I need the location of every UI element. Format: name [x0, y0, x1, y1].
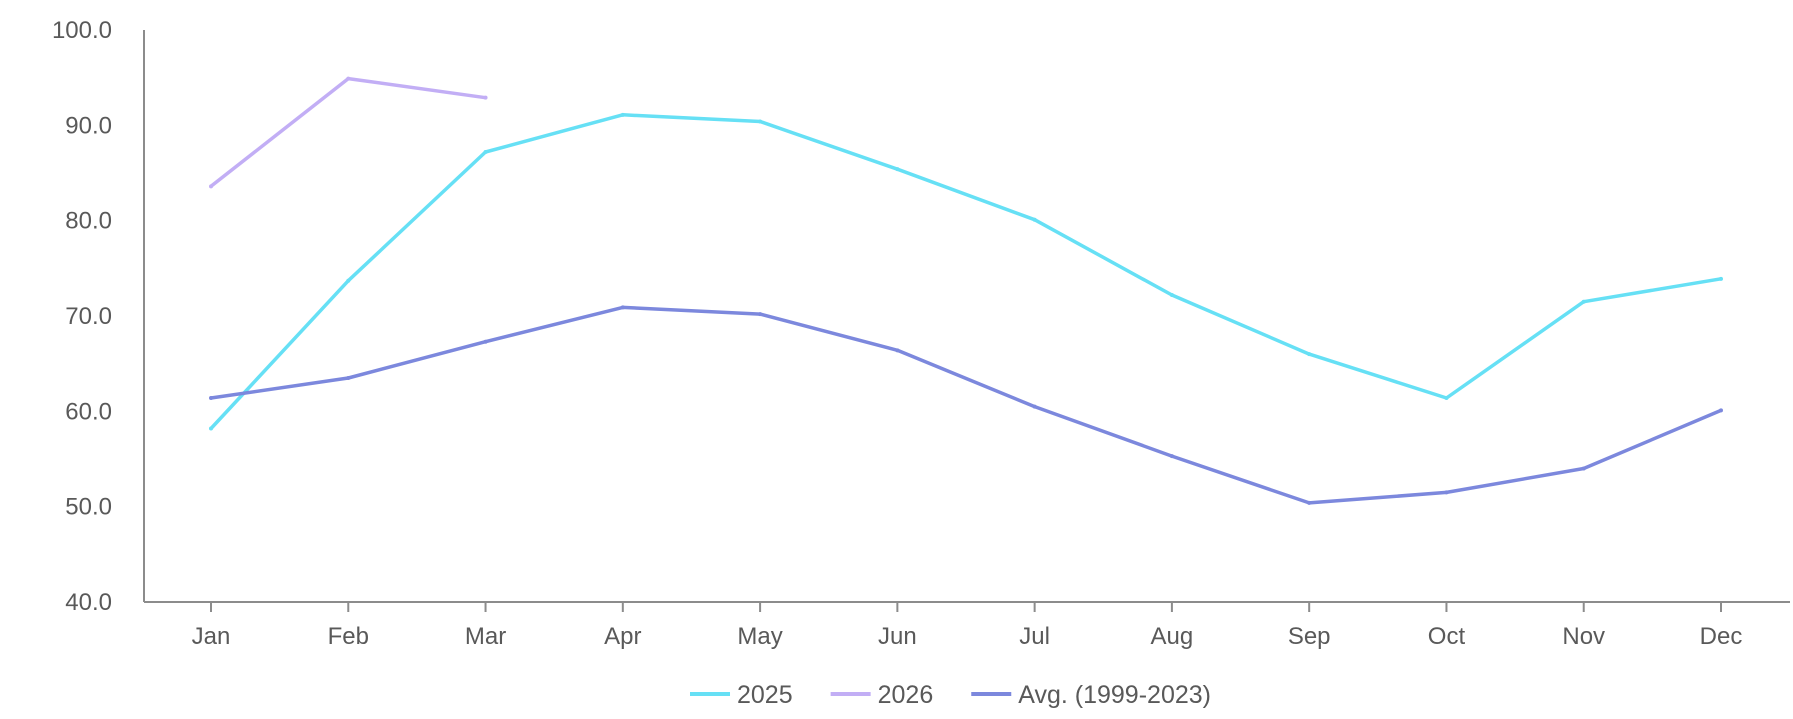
x-tick-label: May	[737, 623, 782, 650]
x-tick-label: Mar	[465, 623, 506, 650]
data-point	[209, 184, 213, 189]
legend-item: 2025	[690, 681, 793, 709]
y-tick-label: 60.0	[65, 398, 112, 425]
data-point	[1169, 293, 1174, 298]
x-tick-label: Feb	[328, 623, 369, 650]
data-point	[1581, 299, 1586, 304]
data-point	[1307, 352, 1312, 357]
x-tick-label: Aug	[1151, 623, 1194, 650]
legend-label: Avg. (1999-2023)	[1018, 681, 1211, 709]
data-point	[483, 339, 488, 344]
x-tick-label: Nov	[1562, 623, 1605, 650]
x-tick-label: Dec	[1700, 623, 1743, 650]
x-tick-label: Apr	[604, 623, 641, 650]
data-point	[209, 395, 213, 400]
series-line-0	[209, 113, 1722, 430]
data-point	[895, 348, 900, 353]
data-point	[1444, 395, 1449, 400]
data-point	[1169, 454, 1174, 459]
data-point	[483, 95, 488, 100]
data-point	[1719, 408, 1723, 413]
x-tick-label: Jan	[192, 623, 231, 650]
x-tick-label: Oct	[1428, 623, 1466, 650]
y-tick-label: 80.0	[65, 208, 112, 235]
y-tick-label: 70.0	[65, 303, 112, 330]
legend-label: 2025	[737, 681, 793, 709]
data-point	[758, 119, 763, 124]
y-tick-label: 100.0	[52, 17, 112, 44]
data-point	[1032, 404, 1037, 409]
data-point	[620, 112, 625, 117]
series-line-1	[209, 76, 486, 188]
x-tick-label: Jun	[878, 623, 917, 650]
legend-label: 2026	[878, 681, 934, 709]
data-point	[209, 426, 213, 431]
data-point	[620, 305, 625, 310]
series-line-2	[210, 305, 1722, 505]
series-lines	[209, 76, 1723, 505]
x-axis: Jan Feb Mar Apr May Jun Jul Aug Sep Oct Nov Dec	[144, 601, 1790, 650]
y-tick-label: 90.0	[65, 112, 112, 139]
data-point	[346, 278, 351, 283]
data-point	[758, 312, 763, 317]
legend: 2025 2026 Avg. (1999-2023)	[690, 681, 1211, 709]
data-point	[1581, 466, 1586, 471]
data-point	[483, 150, 488, 155]
data-point	[895, 167, 900, 172]
data-point	[1307, 500, 1312, 505]
data-point	[1032, 217, 1037, 222]
legend-item: 2026	[830, 681, 934, 709]
y-tick-label: 40.0	[65, 589, 112, 616]
x-tick-label: Jul	[1019, 623, 1050, 650]
data-point	[1719, 276, 1723, 281]
data-point	[346, 76, 351, 81]
y-axis: 40.0 50.0 60.0 70.0 80.0 90.0 100.0	[52, 17, 145, 616]
data-point	[346, 375, 351, 380]
x-tick-label: Sep	[1288, 623, 1331, 650]
data-point	[1444, 490, 1449, 495]
legend-item: Avg. (1999-2023)	[971, 681, 1211, 709]
y-tick-label: 50.0	[65, 494, 112, 521]
